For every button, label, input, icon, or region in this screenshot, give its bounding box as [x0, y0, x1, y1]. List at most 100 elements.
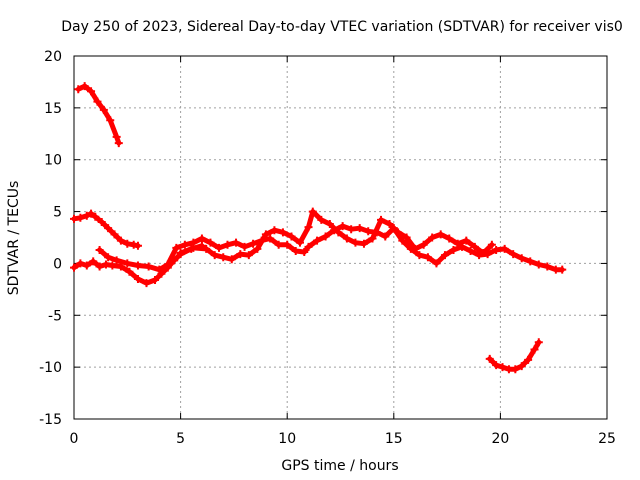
y-tick-label: -10 — [39, 360, 62, 376]
data-point — [104, 253, 113, 262]
data-point — [133, 241, 142, 250]
data-point — [87, 87, 96, 96]
series-segment-mid-band-upper — [176, 207, 496, 264]
data-point — [419, 240, 428, 249]
data-point — [300, 248, 309, 257]
data-point — [240, 242, 249, 251]
data-point — [180, 240, 189, 249]
data-point — [377, 215, 386, 224]
data-point — [304, 242, 313, 251]
data-point — [492, 361, 501, 370]
data-point — [219, 253, 228, 262]
data-point — [479, 249, 488, 258]
data-point — [210, 251, 219, 260]
data-point — [123, 259, 132, 268]
data-point — [244, 251, 253, 260]
data-point — [449, 245, 458, 254]
data-point — [236, 250, 245, 259]
series-segment-low — [485, 338, 543, 374]
data-point — [415, 251, 424, 260]
data-point — [155, 265, 164, 274]
y-tick-label: 20 — [44, 49, 62, 65]
x-tick-label: 20 — [491, 431, 509, 447]
data-point — [453, 239, 462, 248]
data-point — [394, 228, 403, 237]
data-point — [487, 240, 496, 249]
data-point — [317, 215, 326, 224]
data-point — [189, 243, 198, 252]
data-point — [428, 233, 437, 242]
data-point — [287, 232, 296, 241]
data-point — [295, 238, 304, 247]
data-point — [133, 274, 142, 283]
y-tick-label: -5 — [48, 308, 62, 324]
x-tick-label: 10 — [278, 431, 296, 447]
data-point — [325, 220, 334, 229]
data-point — [87, 209, 96, 218]
data-point — [97, 217, 106, 226]
data-point — [176, 249, 185, 258]
data-point — [334, 228, 343, 237]
data-point — [411, 244, 420, 253]
data-point — [112, 256, 121, 265]
data-point — [321, 232, 330, 241]
data-point — [347, 225, 356, 234]
data-point — [355, 224, 364, 233]
data-point — [70, 214, 78, 223]
x-tick-label: 15 — [385, 431, 403, 447]
data-point — [116, 236, 125, 245]
data-point — [144, 262, 153, 271]
data-point — [364, 227, 373, 236]
data-point — [197, 234, 206, 243]
data-point — [385, 220, 394, 229]
data-point — [106, 116, 115, 125]
data-point — [95, 245, 104, 254]
plot-frame — [73, 55, 608, 420]
data-point — [485, 354, 494, 363]
data-point — [470, 242, 479, 251]
data-point — [402, 233, 411, 242]
data-point — [313, 236, 322, 245]
data-point — [558, 265, 567, 274]
y-tick-label: -15 — [39, 412, 62, 428]
data-point — [108, 261, 117, 270]
data-point — [511, 365, 520, 374]
data-point — [436, 230, 445, 239]
data-point — [261, 230, 270, 239]
data-point — [534, 260, 543, 269]
data-point — [151, 276, 160, 285]
data-point — [492, 245, 501, 254]
data-point — [114, 139, 123, 148]
data-point — [266, 234, 275, 243]
chart-title: Day 250 of 2023, Sidereal Day-to-day VTE… — [61, 19, 623, 35]
data-point — [498, 363, 507, 372]
data-point — [308, 207, 317, 216]
data-point — [249, 239, 258, 248]
data-point — [206, 238, 215, 247]
y-tick-label: 5 — [53, 205, 62, 221]
data-point — [93, 97, 102, 106]
data-point — [526, 257, 535, 266]
data-point — [278, 228, 287, 237]
data-point — [91, 212, 100, 221]
series-trace — [75, 83, 122, 146]
data-point — [530, 345, 539, 354]
data-point — [70, 263, 78, 272]
data-point — [99, 105, 108, 114]
data-point — [125, 267, 134, 276]
data-point — [133, 261, 142, 270]
data-point — [500, 244, 509, 253]
data-point — [359, 239, 368, 248]
data-point — [398, 236, 407, 245]
data-points — [70, 82, 567, 374]
data-point — [110, 230, 119, 239]
data-point — [432, 259, 441, 268]
data-point — [202, 244, 211, 253]
data-point — [253, 244, 262, 253]
data-point — [291, 246, 300, 255]
data-point — [142, 279, 151, 288]
data-point — [381, 232, 390, 241]
data-point — [509, 250, 518, 259]
data-point — [338, 222, 347, 231]
